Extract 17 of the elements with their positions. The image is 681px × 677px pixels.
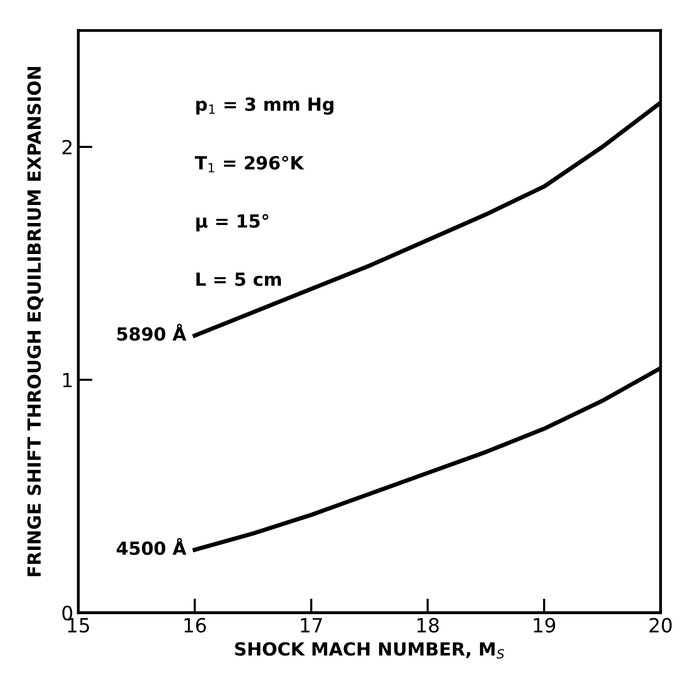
y-tick-label: 0 [62, 606, 72, 620]
x-tick-label: 18 [417, 618, 439, 633]
x-tick-label: 20 [650, 618, 672, 633]
series-label: 5890 Å [117, 324, 186, 341]
annotation: p$_{1}$ = 3 mm Hg [196, 97, 334, 115]
annotation: μ = 15° [196, 214, 268, 232]
x-tick-label: 16 [184, 618, 206, 633]
y-axis-title: FRINGE SHIFT THROUGH EQUILIBRIUM EXPANSION [27, 66, 44, 576]
y-tick-label: 1 [63, 373, 72, 388]
annotation: L = 5 cm [196, 272, 281, 286]
x-tick-label: 15 [68, 618, 89, 633]
x-tick-label: 19 [534, 618, 556, 633]
y-tick-label: 2 [62, 140, 72, 154]
series-label: 4500 Å [116, 538, 186, 556]
annotation: T$_{1}$ = 296°K [194, 156, 304, 172]
x-tick-label: 17 [300, 618, 322, 632]
x-axis-title: SHOCK MACH NUMBER, M$_{S}$ [235, 642, 504, 659]
